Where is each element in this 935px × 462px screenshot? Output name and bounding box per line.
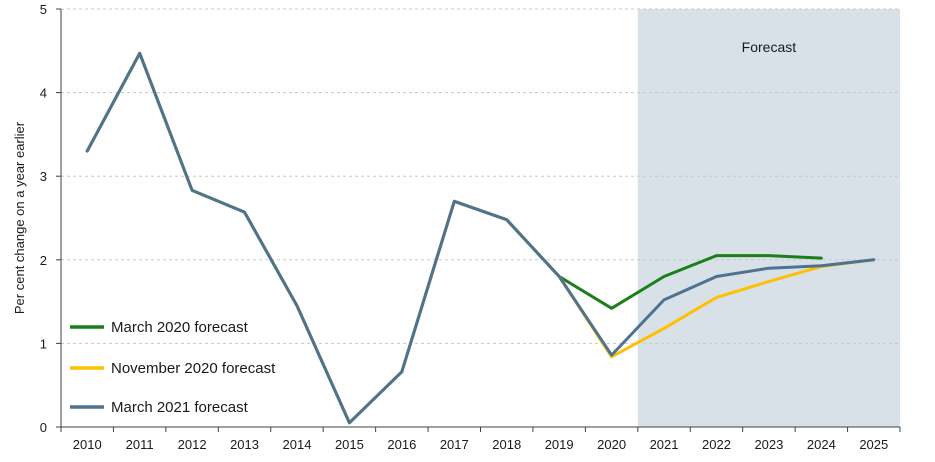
x-tick-label: 2012 — [178, 437, 207, 452]
x-tick-label: 2023 — [754, 437, 783, 452]
x-tick-label: 2021 — [650, 437, 679, 452]
x-tick-label: 2018 — [492, 437, 521, 452]
x-tick-label: 2016 — [387, 437, 416, 452]
x-tick-label: 2013 — [230, 437, 259, 452]
y-tick-label: 0 — [40, 420, 47, 435]
x-tick-label: 2011 — [126, 437, 154, 452]
gridlines — [61, 8, 900, 344]
y-axis-title: Per cent change on a year earlier — [12, 121, 27, 314]
x-tick-labels: 2010 2011 2012 2013 2014 2015 2016 2017 2018 2019… — [73, 437, 888, 452]
x-tick-label: 2020 — [597, 437, 626, 452]
x-tick-label: 2024 — [807, 437, 836, 452]
x-tick-label: 2019 — [545, 437, 574, 452]
series-lines — [85, 51, 876, 425]
x-tick-label: 2025 — [859, 437, 888, 452]
x-tick-label: 2017 — [440, 437, 469, 452]
x-tick-label: 2014 — [283, 437, 312, 452]
y-tick-labels: 0 1 2 3 4 5 — [40, 2, 47, 435]
legend: March 2020 forecast November 2020 forecas… — [70, 319, 276, 416]
forecast-label: Forecast — [742, 39, 797, 55]
series-line-march-2021-forecast — [85, 51, 876, 425]
x-tick-label: 2015 — [335, 437, 364, 452]
y-tick-label: 1 — [40, 336, 47, 351]
legend-label: November 2020 forecast — [111, 360, 276, 377]
y-tick-label: 4 — [40, 86, 47, 101]
y-tick-label: 2 — [40, 253, 47, 268]
forecast-shaded-region — [637, 9, 900, 427]
y-tick-label: 5 — [40, 2, 47, 17]
legend-label: March 2020 forecast — [111, 319, 249, 336]
y-tick-label: 3 — [40, 169, 47, 184]
axes — [56, 8, 901, 432]
legend-label: March 2021 forecast — [111, 399, 249, 416]
x-tick-label: 2022 — [702, 437, 731, 452]
x-tick-label: 2010 — [73, 437, 102, 452]
